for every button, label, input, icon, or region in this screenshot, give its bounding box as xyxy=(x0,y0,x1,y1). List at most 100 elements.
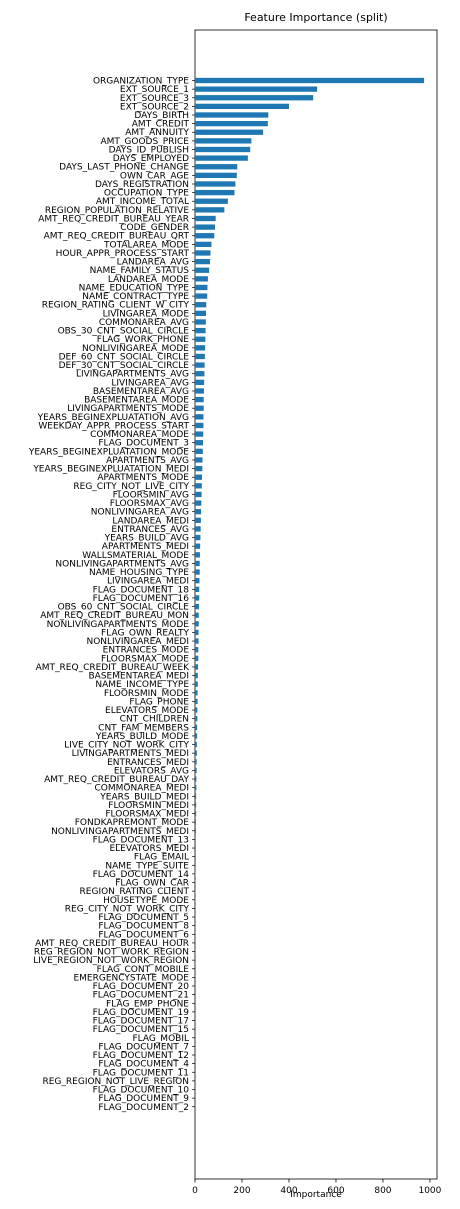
category-label: TOTALAREA_MODE xyxy=(103,240,189,250)
category-label: FONDKAPREMONT_MODE xyxy=(75,818,190,828)
category-label: AMT_REQ_CREDIT_BUREAU_DAY xyxy=(44,775,189,785)
category-label: REG_REGION_NOT_LIVE_REGION xyxy=(42,1077,189,1087)
category-label: YEARS_BEGINEXPLUATATION_MEDI xyxy=(32,465,189,475)
category-label: CNT_CHILDREN xyxy=(120,715,189,725)
category-label: EXT_SOURCE_3 xyxy=(120,94,189,104)
bar-region-rating-client-w-city xyxy=(195,302,207,308)
bar-elevators-mode xyxy=(195,707,198,713)
category-label: COMMONAREA_MODE xyxy=(90,430,189,440)
category-label: AMT_ANNUITY xyxy=(125,128,189,138)
category-label: NAME_HOUSING_TYPE xyxy=(89,568,189,578)
category-label: FLAG_DOCUMENT_6 xyxy=(98,930,189,940)
category-label: DEF_60_CNT_SOCIAL_CIRCLE xyxy=(59,352,190,362)
category-label: HOUR_APPR_PROCESS_START xyxy=(56,249,190,259)
bar-ext-source-2 xyxy=(195,103,289,110)
category-label: ELEVATORS_MEDI xyxy=(109,844,189,854)
category-label: FLAG_DOCUMENT_13 xyxy=(93,835,189,845)
category-label: FLAG_DOCUMENT_19 xyxy=(93,1008,190,1018)
category-label: NONLIVINGAPARTMENTS_MODE xyxy=(47,620,190,630)
category-label: BASEMENTAREA_AVG xyxy=(93,387,189,397)
category-label: AMT_REQ_CREDIT_BUREAU_QRT xyxy=(44,232,190,242)
category-label: FLAG_DOCUMENT_3 xyxy=(98,439,189,449)
x-tick-label: 800 xyxy=(374,1186,391,1196)
bar-amt-annuity xyxy=(195,129,264,135)
category-label: LIVINGAPARTMENTS_AVG xyxy=(76,370,189,380)
category-label: APARTMENTS_MEDI xyxy=(102,542,189,552)
category-label: FLAG_CONT_MOBILE xyxy=(97,965,190,975)
category-label: FLAG_WORK_PHONE xyxy=(97,335,190,345)
bar-days-last-phone-change xyxy=(195,164,238,170)
category-label: FLOORSMIN_MODE xyxy=(104,689,189,699)
bar-days-id-publish xyxy=(195,146,251,153)
category-label: FLAG_DOCUMENT_21 xyxy=(93,991,189,1001)
category-label: REGION_RATING_CLIENT xyxy=(80,887,190,897)
x-tick-label: 400 xyxy=(280,1186,297,1196)
category-label: WALLSMATERIAL_MODE xyxy=(82,551,189,561)
category-label: EXT_SOURCE_2 xyxy=(120,102,189,112)
category-label: FLAG_DOCUMENT_14 xyxy=(93,870,190,880)
category-label: FLAG_DOCUMENT_17 xyxy=(93,1017,189,1027)
category-label: NAME_FAMILY_STATUS xyxy=(90,266,190,276)
category-label: BASEMENTAREA_MODE xyxy=(84,396,189,406)
category-label: DAYS_REGISTRATION xyxy=(95,180,189,190)
bar-nonlivingapartments-medi xyxy=(195,828,196,834)
category-label: FLAG_OWN_REALTY xyxy=(101,628,189,638)
category-label: YEARS_BUILD_MEDI xyxy=(99,792,189,802)
bar-days-registration xyxy=(195,181,236,187)
category-label: LIVE_REGION_NOT_WORK_REGION xyxy=(33,956,189,966)
bars-group xyxy=(195,77,425,955)
category-label: REGION_POPULATION_RELATIVE xyxy=(45,206,189,216)
category-labels-group: ORGANIZATION_TYPEEXT_SOURCE_1EXT_SOURCE_… xyxy=(28,77,195,1113)
category-label: NONLIVINGAPARTMENTS_MEDI xyxy=(51,827,189,837)
x-tick-label: 0 xyxy=(192,1186,198,1196)
bar-livingapartments-medi xyxy=(195,750,197,756)
bar-elevators-avg xyxy=(195,767,197,774)
category-label: FLAG_EMP_PHONE xyxy=(106,999,189,1009)
bar-entrances-mode xyxy=(195,647,199,653)
category-label: ENTRANCES_MODE xyxy=(103,646,190,656)
bar-floorsmax-medi xyxy=(195,810,197,817)
category-label: NAME_TYPE_SUITE xyxy=(105,861,189,871)
category-label: FLAG_DOCUMENT_2 xyxy=(98,1103,189,1113)
category-label: LIVINGAREA_AVG xyxy=(111,378,189,388)
bar-livingarea-avg xyxy=(195,379,205,385)
bar-entrances-medi xyxy=(195,759,197,765)
bar-years-beginexpluatation-avg xyxy=(195,414,204,420)
category-label: FLAG_DOCUMENT_5 xyxy=(98,913,189,923)
bar-cnt-fam-members xyxy=(195,724,198,730)
category-label: YEARS_BEGINEXPLUATATION_MODE xyxy=(28,447,189,457)
bar-years-build-avg xyxy=(195,534,201,541)
category-label: AMT_REQ_CREDIT_BUREAU_MON xyxy=(40,611,189,621)
category-label: APARTMENTS_MODE xyxy=(97,473,189,483)
category-label: NAME_EDUCATION_TYPE xyxy=(79,283,190,293)
bar-livingarea-mode xyxy=(195,310,207,316)
bar-basementarea-medi xyxy=(195,672,198,679)
category-label: FLOORSMAX_MEDI xyxy=(105,810,189,820)
bar-flag-email xyxy=(195,854,196,860)
bar-amt-req-credit-bureau-mon xyxy=(195,612,199,618)
category-label: OBS_60_CNT_SOCIAL_CIRCLE xyxy=(58,603,190,613)
category-label: ELEVATORS_MODE xyxy=(105,706,189,716)
bar-days-birth xyxy=(195,112,269,118)
category-label: LIVINGAREA_MODE xyxy=(103,309,190,319)
bar-weekday-appr-process-start xyxy=(195,422,204,429)
bar-livingapartments-mode xyxy=(195,405,204,411)
category-label: REG_CITY_NOT_WORK_CITY xyxy=(65,904,190,914)
category-label: AMT_REQ_CREDIT_BUREAU_YEAR xyxy=(38,214,189,224)
bar-amt-req-credit-bureau-day xyxy=(195,776,197,782)
bar-name-contract-type xyxy=(195,293,208,299)
plot-area xyxy=(194,29,438,1180)
category-label: FLAG_DOCUMENT_8 xyxy=(98,922,189,932)
category-label: NAME_CONTRACT_TYPE xyxy=(82,292,189,302)
bar-nonlivingarea-mode xyxy=(195,345,206,351)
category-label: AMT_CREDIT xyxy=(132,120,190,130)
bar-landarea-medi xyxy=(195,517,201,523)
category-label: LIVINGAPARTMENTS_MODE xyxy=(67,404,189,414)
bar-landarea-mode xyxy=(195,276,208,282)
bar-own-car-age xyxy=(195,172,237,179)
category-label: FLAG_EMAIL xyxy=(134,853,189,863)
category-label: FLAG_DOCUMENT_7 xyxy=(98,1042,189,1052)
category-label: LIVE_CITY_NOT_WORK_CITY xyxy=(64,741,189,751)
bar-name-education-type xyxy=(195,284,208,291)
